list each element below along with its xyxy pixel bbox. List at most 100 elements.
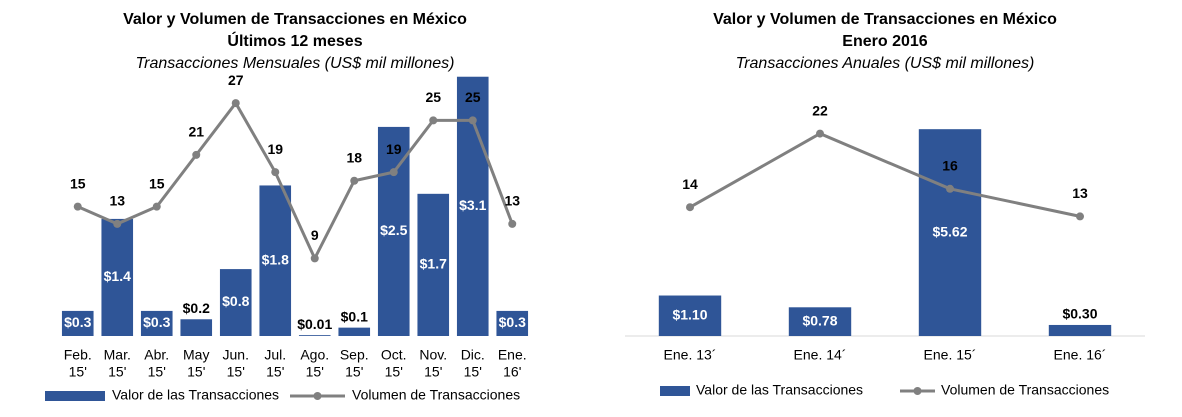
data-label: $0.2 bbox=[183, 300, 210, 316]
bar bbox=[140, 310, 173, 336]
x-tick-label: 15' bbox=[385, 364, 403, 380]
bar bbox=[377, 126, 410, 336]
line-marker bbox=[946, 184, 954, 193]
x-tick-label: Feb. bbox=[64, 347, 92, 363]
bar bbox=[788, 307, 852, 336]
x-tick-label: Sep. bbox=[340, 347, 369, 363]
bar bbox=[1048, 324, 1112, 336]
data-label: 13 bbox=[1072, 185, 1088, 201]
chart-subtitle: Transacciones Mensuales (US$ mil millone… bbox=[136, 55, 455, 72]
x-tick-label: Jun. bbox=[223, 347, 249, 363]
line bbox=[77, 100, 514, 262]
x-tick-label: 15' bbox=[148, 364, 166, 380]
chart-title: Enero 2016 bbox=[842, 33, 927, 50]
data-label: 15 bbox=[70, 175, 86, 191]
bar bbox=[496, 310, 529, 336]
x-tick-label: Nov. bbox=[419, 347, 447, 363]
x-tick-label: 16' bbox=[503, 364, 521, 380]
x-tick-label: Oct. bbox=[381, 347, 407, 363]
x-tick-label: Dic. bbox=[461, 347, 485, 363]
x-tick-label: Jul. bbox=[264, 347, 286, 363]
legend-label: Valor de las Transacciones bbox=[696, 382, 863, 398]
chart-subtitle: Transacciones Anuales (US$ mil millones) bbox=[736, 55, 1035, 72]
x-tick-label: 15' bbox=[424, 364, 442, 380]
line-marker bbox=[686, 203, 694, 212]
x-tick-label: Ago. bbox=[300, 347, 329, 363]
data-label: 19 bbox=[267, 141, 283, 157]
data-label: $0.3 bbox=[64, 314, 91, 330]
line-marker bbox=[429, 116, 438, 125]
x-tick-label: Ene. 14´ bbox=[794, 347, 847, 363]
chart-title: Valor y Volumen de Transacciones en Méxi… bbox=[713, 11, 1057, 28]
line bbox=[689, 131, 1081, 218]
x-tick-label: 15' bbox=[227, 364, 245, 380]
x-tick-label: Mar. bbox=[104, 347, 131, 363]
x-tick-label: 15' bbox=[266, 364, 284, 380]
x-tick-label: 15' bbox=[69, 364, 87, 380]
line-marker bbox=[152, 202, 161, 211]
bar bbox=[338, 327, 371, 336]
chart-title: Últimos 12 meses bbox=[227, 31, 362, 50]
data-label: $3.1 bbox=[459, 197, 486, 213]
data-label: 18 bbox=[346, 149, 362, 165]
x-tick-label: Ene. 15´ bbox=[924, 347, 977, 363]
legend-swatch bbox=[313, 392, 322, 400]
line-marker bbox=[350, 176, 359, 185]
legend-label: Volumen de Transacciones bbox=[941, 382, 1109, 398]
x-tick-label: Abr. bbox=[144, 347, 169, 363]
legend-label: Valor de las Transacciones bbox=[112, 387, 279, 403]
x-tick-label: 15' bbox=[306, 364, 324, 380]
data-label: $0.3 bbox=[499, 314, 526, 330]
line-marker bbox=[192, 150, 201, 159]
data-label: $2.5 bbox=[380, 222, 407, 238]
x-tick-label: Ene. 13´ bbox=[664, 347, 717, 363]
data-label: $1.7 bbox=[420, 256, 447, 272]
x-tick-label: May bbox=[183, 347, 209, 363]
data-label: 22 bbox=[812, 102, 828, 118]
x-tick-label: Ene. 16´ bbox=[1054, 347, 1107, 363]
legend-swatch bbox=[45, 391, 105, 401]
data-label: $5.62 bbox=[932, 223, 967, 239]
chart-title: Valor y Volumen de Transacciones en Méxi… bbox=[123, 11, 467, 28]
data-label: 15 bbox=[149, 175, 165, 191]
bar bbox=[61, 310, 94, 336]
data-label: $0.30 bbox=[1062, 306, 1097, 322]
bar bbox=[417, 193, 450, 336]
data-label: 13 bbox=[504, 193, 520, 209]
data-label: 25 bbox=[465, 89, 481, 105]
line-marker bbox=[271, 168, 280, 177]
data-label: $0.8 bbox=[222, 293, 249, 309]
data-label: 14 bbox=[682, 176, 698, 192]
data-label: $1.4 bbox=[104, 268, 131, 284]
bar bbox=[101, 218, 134, 336]
data-label: 27 bbox=[228, 72, 244, 88]
x-tick-label: 15' bbox=[108, 364, 126, 380]
data-label: $0.1 bbox=[341, 308, 368, 324]
bar bbox=[180, 319, 213, 336]
line-marker bbox=[73, 202, 82, 211]
data-label: $0.78 bbox=[802, 312, 837, 328]
data-label: 25 bbox=[425, 89, 441, 105]
line-marker bbox=[310, 254, 319, 263]
bar bbox=[298, 335, 331, 336]
bar bbox=[219, 269, 252, 336]
data-label: 21 bbox=[188, 124, 204, 140]
line-marker bbox=[468, 116, 477, 125]
data-label: 19 bbox=[386, 141, 402, 157]
line-marker bbox=[1076, 212, 1084, 221]
line-marker bbox=[389, 168, 398, 177]
bar bbox=[259, 185, 292, 336]
data-label: $1.10 bbox=[672, 306, 707, 322]
x-tick-label: 15' bbox=[464, 364, 482, 380]
legend-swatch bbox=[660, 386, 690, 396]
x-tick-label: 15' bbox=[187, 364, 205, 380]
line-marker bbox=[508, 219, 517, 228]
data-label: $0.3 bbox=[143, 314, 170, 330]
line-marker bbox=[816, 129, 824, 138]
legend-label: Volumen de Transacciones bbox=[352, 387, 520, 403]
data-label: $1.8 bbox=[262, 251, 289, 267]
line-marker bbox=[231, 99, 240, 108]
data-label: 16 bbox=[942, 158, 958, 174]
